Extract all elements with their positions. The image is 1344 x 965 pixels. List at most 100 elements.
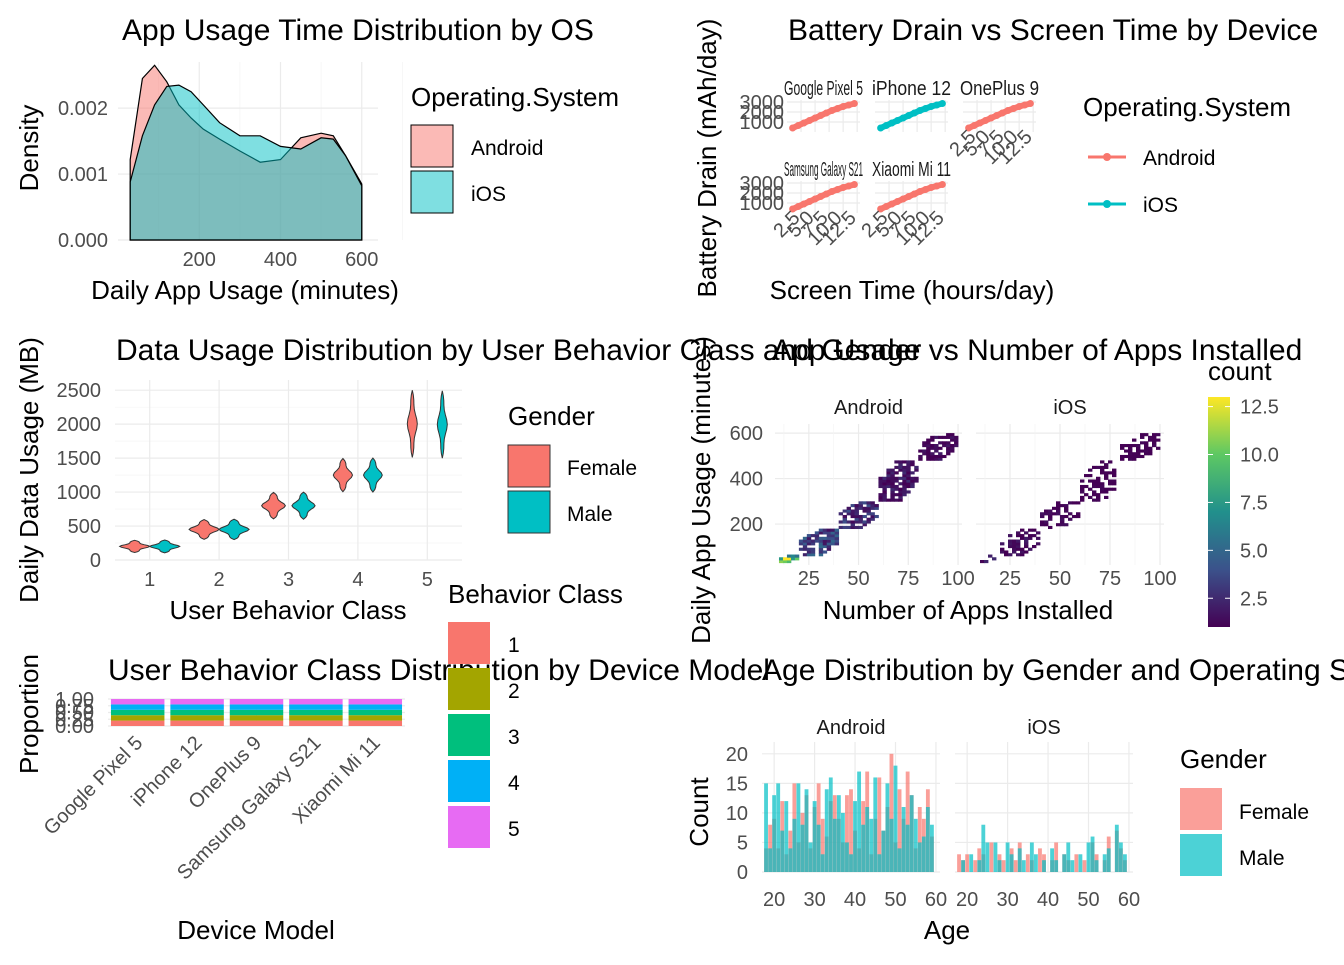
x-tick-label: 50 (884, 889, 906, 911)
age-bar-female (1038, 848, 1042, 872)
heatmap-cell (886, 468, 891, 472)
heatmap-cell (874, 506, 879, 510)
heatmap-cell (1128, 457, 1133, 461)
heatmap-cell (846, 506, 851, 510)
heatmap-cell (890, 484, 895, 489)
battery-point (805, 117, 813, 124)
heatmap-cell (782, 557, 788, 561)
heatmap-cell (1144, 449, 1149, 453)
behavior-title: User Behavior Class Distribution by Devi… (108, 654, 770, 687)
heatmap-cell (1060, 520, 1065, 524)
heatmap-cell (858, 517, 863, 521)
y-tick-label: 0.50 (55, 703, 94, 725)
heatmap-cell (890, 493, 895, 497)
heatmap-cell (806, 553, 812, 557)
heatmap-cell (1000, 542, 1005, 546)
heatmap-cell (1100, 471, 1105, 475)
heatmap-cell (946, 449, 951, 453)
heatmap-cell (1040, 523, 1045, 527)
x-tick-label: 1 (144, 569, 155, 591)
heatmap-cell (782, 559, 788, 564)
heatmap-cell (1012, 547, 1017, 551)
x-tick-label: 20 (763, 889, 785, 911)
age-bar-male (788, 848, 793, 872)
heatmap-cell (1092, 482, 1097, 486)
heatmap-cell (1088, 495, 1093, 499)
heatmap-cell (858, 525, 863, 530)
heatmap-cell (1128, 446, 1133, 450)
y-tick-label: 0.002 (58, 98, 108, 120)
age-bar-female (889, 753, 894, 872)
heatmap-cell (858, 504, 863, 508)
heatmap-cell (842, 514, 848, 519)
battery-point (922, 186, 930, 193)
battery-point (916, 188, 924, 195)
heatmap-cell (1144, 441, 1149, 445)
data-usage-y-label: Daily Data Usage (MB) (14, 337, 44, 603)
heatmap-cell (902, 482, 907, 486)
heatmap-cell (902, 479, 907, 483)
heatmap-cell (1152, 438, 1157, 442)
x-tick-label: 50 (1049, 568, 1071, 590)
age-bar-male (977, 860, 982, 872)
heatmap-cell (854, 504, 859, 508)
heatmap-cell (870, 504, 875, 508)
heatmap-cell (1124, 449, 1129, 453)
heatmap-cell (902, 465, 907, 469)
age-bar-male (1021, 860, 1026, 872)
age-bar-male (849, 854, 853, 872)
age-bar-male (764, 783, 768, 872)
heatmap-cell (810, 539, 816, 543)
battery-point (927, 103, 935, 110)
age-bar-male (828, 777, 833, 872)
heatmap-cell (954, 438, 959, 442)
x-tick-label: 40 (844, 889, 866, 911)
heatmap-cell (1016, 553, 1021, 557)
heatmap-cell (922, 449, 927, 453)
heatmap-cell (1148, 446, 1153, 450)
facet-strip-label: iOS (1027, 717, 1060, 739)
violin-female (406, 390, 418, 458)
heatmap-cell (914, 468, 919, 472)
heatmap-cell (1088, 487, 1093, 491)
heatmap-cell (882, 482, 887, 486)
x-tick-label: 60 (1118, 889, 1140, 911)
heatmap-cell (878, 495, 883, 499)
violin-male (218, 518, 250, 541)
age-legend-female: Female (1239, 801, 1309, 824)
x-tick-label: 75 (897, 568, 919, 590)
heatmap-cell (1012, 542, 1017, 546)
heatmap-cell (1020, 536, 1025, 540)
heatmap-cell (802, 544, 808, 549)
heatmap-cell (822, 531, 828, 535)
heatmap-cell (882, 487, 887, 491)
heatmap-cell (802, 539, 808, 543)
colorbar-label: 10.0 (1240, 445, 1279, 467)
heatmap-cell (1144, 433, 1149, 437)
heatmap-cell (1028, 547, 1033, 551)
heatmap-cell (1056, 523, 1061, 527)
heatmap-cell (850, 509, 855, 513)
battery-point (882, 203, 890, 210)
heatmap-cell (822, 544, 828, 549)
age-bar-male (993, 842, 998, 872)
density-area-ios (129, 84, 363, 241)
age-bar-male (901, 807, 906, 872)
age-bar-male (921, 836, 926, 872)
heatmap-cell (870, 501, 875, 505)
legend-label-male: Male (567, 503, 613, 526)
age-bar-male (889, 818, 894, 872)
y-tick-label: 400 (730, 469, 763, 491)
age-bar-male (869, 818, 874, 872)
age-bar-male (772, 795, 777, 872)
heatmap-cell (902, 490, 907, 494)
heatmap-cell (1016, 544, 1021, 549)
heatmap-cell (854, 517, 859, 521)
heatmap-cell (834, 536, 840, 540)
heatmap-cell (946, 441, 951, 445)
heatmap-cell (814, 539, 820, 543)
heatmap-cell (1104, 465, 1109, 469)
heatmap-cell (870, 506, 875, 510)
heatmap-cell (954, 441, 959, 445)
heatmap-cell (1056, 506, 1061, 510)
